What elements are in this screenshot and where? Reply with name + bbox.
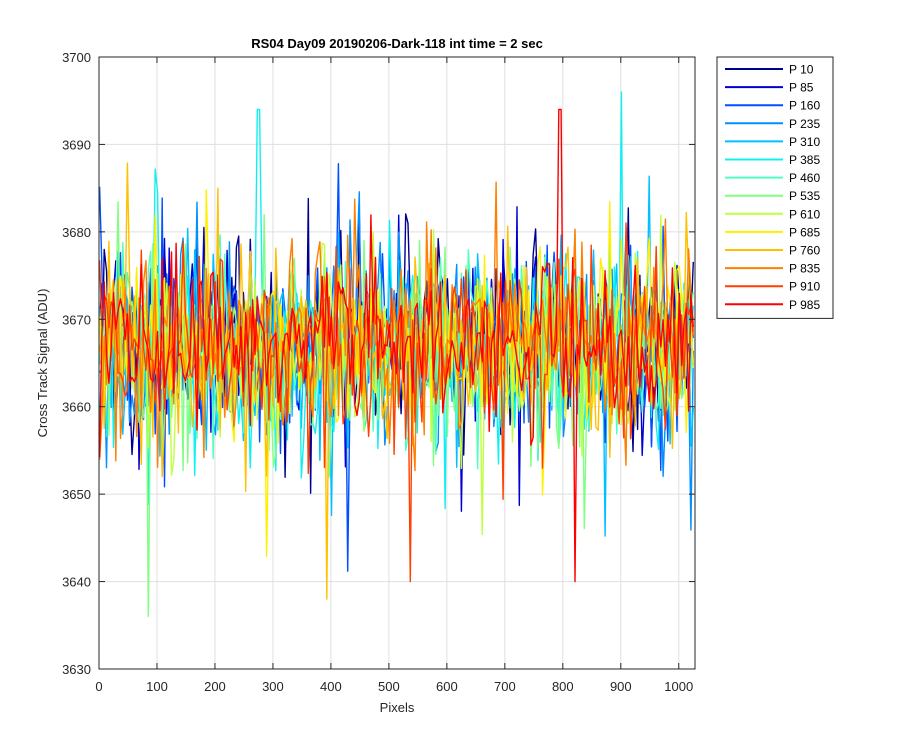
y-tick-label: 3680 bbox=[62, 225, 91, 240]
x-axis-label: Pixels bbox=[380, 700, 415, 715]
legend-entry: P 535 bbox=[789, 189, 820, 203]
x-tick-label: 700 bbox=[494, 679, 516, 694]
y-tick-label: 3660 bbox=[62, 400, 91, 415]
legend-entry: P 310 bbox=[789, 135, 820, 149]
y-tick-label: 3650 bbox=[62, 487, 91, 502]
legend-entry: P 835 bbox=[789, 262, 820, 276]
y-tick-label: 3630 bbox=[62, 662, 91, 677]
plot-frame bbox=[98, 56, 696, 670]
x-tick-label: 300 bbox=[262, 679, 284, 694]
x-tick-label: 0 bbox=[95, 679, 102, 694]
series-line bbox=[98, 108, 694, 583]
legend-entry: P 385 bbox=[789, 153, 820, 167]
legend-entry: P 760 bbox=[789, 244, 820, 258]
y-tick-label: 3640 bbox=[62, 575, 91, 590]
y-tick-label: 3690 bbox=[62, 137, 91, 152]
x-tick-label: 400 bbox=[320, 679, 342, 694]
x-tick-label: 1000 bbox=[664, 679, 693, 694]
legend-entry: P 85 bbox=[789, 81, 814, 95]
x-tick-label: 800 bbox=[552, 679, 574, 694]
series-lines bbox=[98, 91, 694, 618]
legend-entry: P 685 bbox=[789, 225, 820, 239]
y-tick-label: 3670 bbox=[62, 312, 91, 327]
x-tick-label: 900 bbox=[610, 679, 632, 694]
y-axis-label: Cross Track Signal (ADU) bbox=[35, 289, 50, 438]
legend-entry: P 460 bbox=[789, 171, 820, 185]
x-tick-label: 600 bbox=[436, 679, 458, 694]
legend-entry: P 910 bbox=[789, 280, 820, 294]
x-tick-label: 200 bbox=[204, 679, 226, 694]
legend-entry: P 610 bbox=[789, 207, 820, 221]
legend-entry: P 985 bbox=[789, 298, 820, 312]
legend: P 10 P 85 P 160 P 235 P 310 P 385 P 460 P 535 P … bbox=[716, 56, 834, 319]
x-tick-label: 100 bbox=[146, 679, 168, 694]
legend-box bbox=[716, 56, 834, 319]
x-tick-label: 500 bbox=[378, 679, 400, 694]
legend-entry: P 235 bbox=[789, 117, 820, 131]
legend-entry: P 10 bbox=[789, 63, 814, 77]
chart-title: RS04 Day09 20190206-Dark-118 int time = … bbox=[251, 36, 543, 51]
axis-ticks: 0 100 200 300 400 500 600 700 800 900 1000 3630 3640… bbox=[62, 50, 695, 694]
legend-entry: P 160 bbox=[789, 99, 820, 113]
y-tick-label: 3700 bbox=[62, 50, 91, 65]
